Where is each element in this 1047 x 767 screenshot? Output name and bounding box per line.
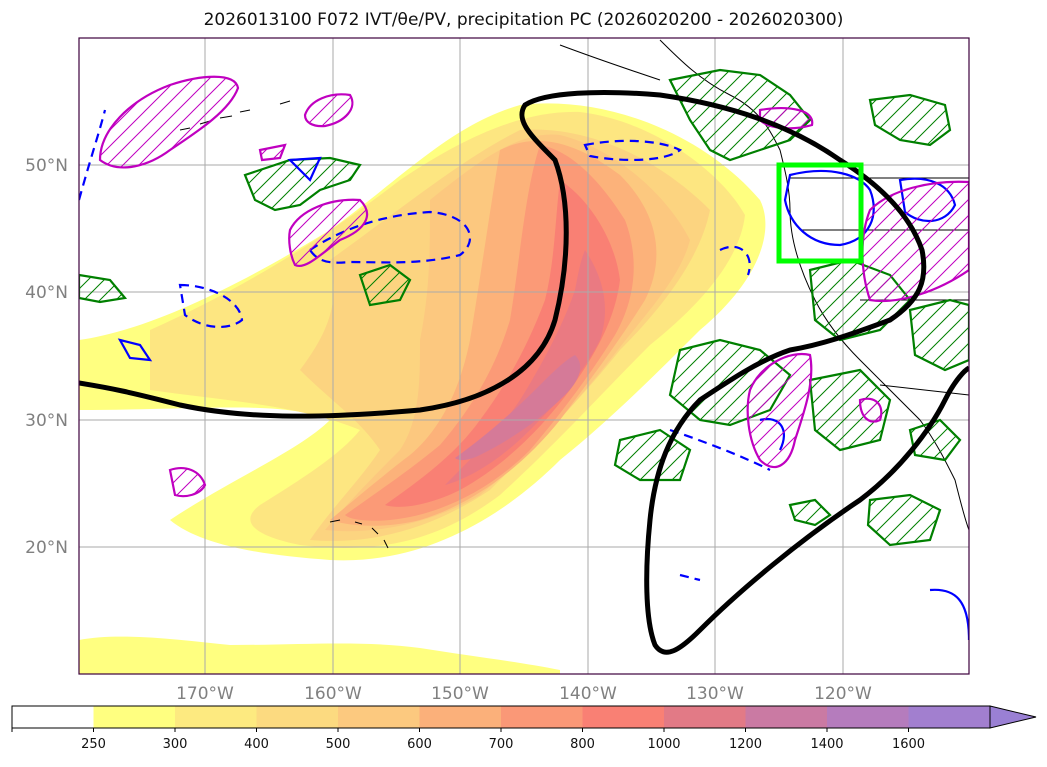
green-contour-7 — [908, 298, 969, 372]
colorbar-segment — [582, 706, 665, 728]
colorbar-tick-label: 700 — [489, 737, 514, 752]
region-highlight-box — [776, 162, 864, 264]
lon-label-140: 140°W — [559, 684, 617, 704]
lat-label-40: 40°N — [25, 283, 68, 303]
colorbar-segment — [175, 706, 257, 728]
colorbar-tick-label: 1600 — [892, 737, 925, 752]
longitude-labels: 170°W 160°W 150°W 140°W 130°W 120°W — [176, 684, 872, 704]
green-contour-9 — [866, 493, 942, 547]
ivt-level-bottom-band — [79, 636, 560, 674]
magenta-contour-8 — [746, 352, 813, 469]
colorbar-tick-label: 250 — [81, 737, 106, 752]
colorbar-segment — [12, 706, 94, 728]
colorbar-extend-arrow — [989, 705, 1037, 729]
colorbar-segment — [338, 706, 420, 728]
magenta-contour-5 — [168, 467, 207, 498]
colorbar-segment — [908, 706, 991, 728]
green-contour-8 — [808, 368, 892, 452]
lon-label-170: 170°W — [176, 684, 234, 704]
lon-label-130: 130°W — [686, 684, 744, 704]
colorbar-segment — [501, 706, 583, 728]
colorbar-tick-label: 300 — [163, 737, 188, 752]
map-frame — [78, 37, 970, 675]
blue-dashed-1 — [308, 210, 471, 264]
chart-title: 2026013100 F072 IVT/θe/PV, precipitation… — [203, 10, 844, 30]
ivt-level-800 — [385, 180, 620, 507]
blue-solid-3 — [287, 156, 322, 182]
blue-dashed-3 — [583, 139, 683, 162]
ivt-level-1200 — [455, 355, 581, 461]
lon-label-160: 160°W — [304, 684, 362, 704]
magenta-contour-1 — [98, 75, 240, 169]
colorbar-segment — [664, 706, 746, 728]
blue-dashed-2 — [178, 283, 244, 329]
latitude-labels: 50°N 40°N 30°N 20°N — [25, 156, 68, 558]
colorbar-tick-label: 800 — [570, 737, 595, 752]
map-layers — [79, 38, 969, 674]
hawaii-islands — [329, 519, 389, 549]
blue-dashed-7 — [679, 573, 701, 582]
colorbar-tick-label: 500 — [326, 737, 351, 752]
ivt-shading — [79, 103, 766, 674]
colorbar-tick-label: 1000 — [647, 737, 680, 752]
green-contour-3 — [868, 93, 952, 147]
colorbar-segment — [256, 706, 339, 728]
magenta-contour-3 — [288, 198, 369, 268]
colorbar-tick-label: 400 — [244, 737, 269, 752]
green-contour-12 — [788, 498, 832, 527]
colorbar-segment — [419, 706, 502, 728]
colorbar-tick-label: 1200 — [729, 737, 762, 752]
lat-label-30: 30°N — [25, 411, 68, 431]
lon-label-150: 150°W — [431, 684, 489, 704]
lat-label-20: 20°N — [25, 538, 68, 558]
blue-dashed-6 — [719, 245, 751, 276]
green-contour-10 — [358, 263, 412, 307]
magenta-contour-9 — [858, 397, 883, 423]
blue-solid-4 — [117, 338, 153, 362]
lat-label-50: 50°N — [25, 156, 68, 176]
black-contour-main — [79, 89, 969, 655]
magenta-contour-4 — [258, 143, 287, 162]
green-contour-11 — [79, 273, 128, 304]
alaska-coast — [559, 44, 661, 81]
lon-label-120: 120°W — [814, 684, 872, 704]
colorbar-segment — [827, 706, 909, 728]
colorbar-segment — [745, 706, 828, 728]
magenta-contour-6 — [758, 107, 814, 130]
pv-magenta-contours — [98, 75, 969, 498]
colorbar-tick-label: 600 — [407, 737, 432, 752]
black-theta-contours — [79, 89, 969, 655]
colorbar-segment — [93, 706, 176, 728]
magenta-contour-2 — [303, 93, 354, 128]
colorbar: 250 300 400 500 600 700 800 1000 1200 1400 1600 — [11, 705, 1037, 752]
colorbar-tick-label: 1400 — [810, 737, 843, 752]
blue-dashed-5 — [669, 428, 771, 471]
